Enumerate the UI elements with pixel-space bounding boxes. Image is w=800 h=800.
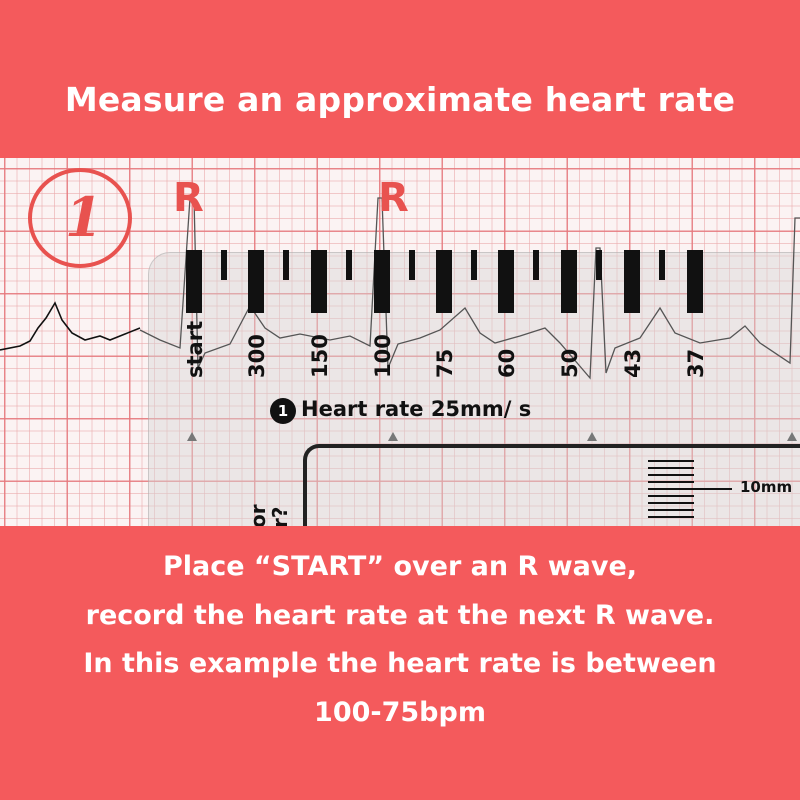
ruler-tick-major (311, 250, 327, 313)
ruler-tick-major (374, 250, 390, 313)
ruler-tick-minor (533, 250, 539, 280)
ruler-scale-label: 43 (621, 348, 645, 378)
calibration-line (648, 474, 694, 476)
ruler-tick-minor (346, 250, 352, 280)
title-banner: Measure an approximate heart rate (0, 0, 800, 158)
ruler-scale-label: 150 (308, 334, 332, 378)
step-circle-icon (28, 168, 132, 268)
ruler-caption: Heart rate 25mm/ s (301, 397, 532, 421)
ruler-scale-label: start (183, 320, 207, 378)
ruler-tick-minor (471, 250, 477, 280)
instruction-line: record the heart rate at the next R wave… (85, 599, 715, 631)
ruler-scale-label: 60 (495, 348, 519, 378)
instruction-line: Place “START” over an R wave, (162, 551, 638, 582)
ruler-tick-major (687, 250, 703, 313)
ruler-tick-minor (596, 250, 602, 280)
r-wave-label: R (173, 175, 204, 221)
calibration-line (648, 467, 694, 469)
calibration-line (648, 495, 694, 497)
calibration-line (648, 460, 694, 462)
ruler-scale-label: 100 (371, 334, 395, 378)
instruction-banner: Place “START” over an R wave, record the… (0, 526, 800, 800)
calibration-line (648, 516, 694, 518)
ecg-grid-paper (0, 158, 800, 526)
ruler-tick-major (561, 250, 577, 313)
ruler-scale-label: 37 (684, 348, 708, 378)
ruler-tick-minor (221, 250, 227, 280)
calibration-line (648, 509, 694, 511)
triangle-marker-icon (388, 432, 398, 441)
ruler-tick-minor (659, 250, 665, 280)
instruction-line: 100-75bpm (314, 696, 486, 728)
instruction-line: In this example the heart rate is betwee… (83, 648, 717, 679)
page-title: Measure an approximate heart rate (64, 80, 736, 119)
ruler-tick-major (186, 250, 202, 313)
partial-text: or (246, 504, 270, 528)
partial-text: r? (268, 506, 292, 528)
ruler-tick-major (498, 250, 514, 313)
calibration-line (648, 502, 694, 504)
triangle-marker-icon (587, 432, 597, 441)
caption-number-badge: 1 (270, 398, 296, 424)
ruler-scale-label: 300 (245, 334, 269, 378)
ruler-scale-label: 50 (558, 348, 582, 378)
ruler-tick-major (436, 250, 452, 313)
calibration-line (648, 488, 732, 490)
ruler-tick-minor (409, 250, 415, 280)
ruler-tick-major (248, 250, 264, 313)
r-wave-label: R (378, 175, 409, 221)
step-marker: 1 (65, 185, 103, 249)
calibration-line (648, 481, 694, 483)
ruler-tick-major (624, 250, 640, 313)
triangle-marker-icon (187, 432, 197, 441)
triangle-marker-icon (787, 432, 797, 441)
ecg-trace (0, 197, 800, 380)
ruler-inner-frame (303, 444, 800, 526)
ruler-tick-minor (283, 250, 289, 280)
ruler-scale-label: 75 (433, 348, 457, 378)
calibration-label: 10mm (740, 478, 793, 496)
